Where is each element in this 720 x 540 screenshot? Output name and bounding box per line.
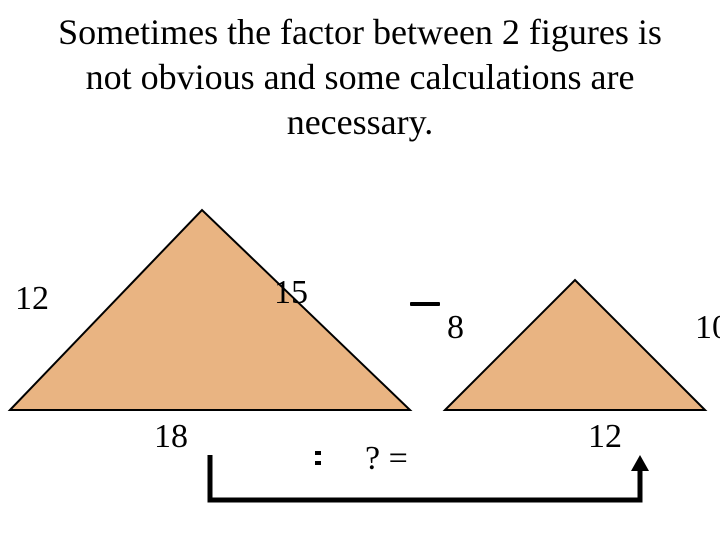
dash-mark xyxy=(410,302,440,306)
small-triangle-left-label: 8 xyxy=(447,309,464,347)
title-text: Sometimes the factor between 2 figures i… xyxy=(40,10,680,145)
small-triangle xyxy=(445,280,705,410)
diagram-stage: Sometimes the factor between 2 figures i… xyxy=(0,0,720,540)
large-triangle-right-label: 15 xyxy=(274,274,308,312)
large-triangle-base-label: 18 xyxy=(154,418,188,456)
small-triangle-right-label: 10 xyxy=(695,309,720,347)
large-triangle-left-label: 12 xyxy=(15,280,49,318)
factor-arrow xyxy=(200,450,660,525)
large-triangle xyxy=(10,210,410,410)
